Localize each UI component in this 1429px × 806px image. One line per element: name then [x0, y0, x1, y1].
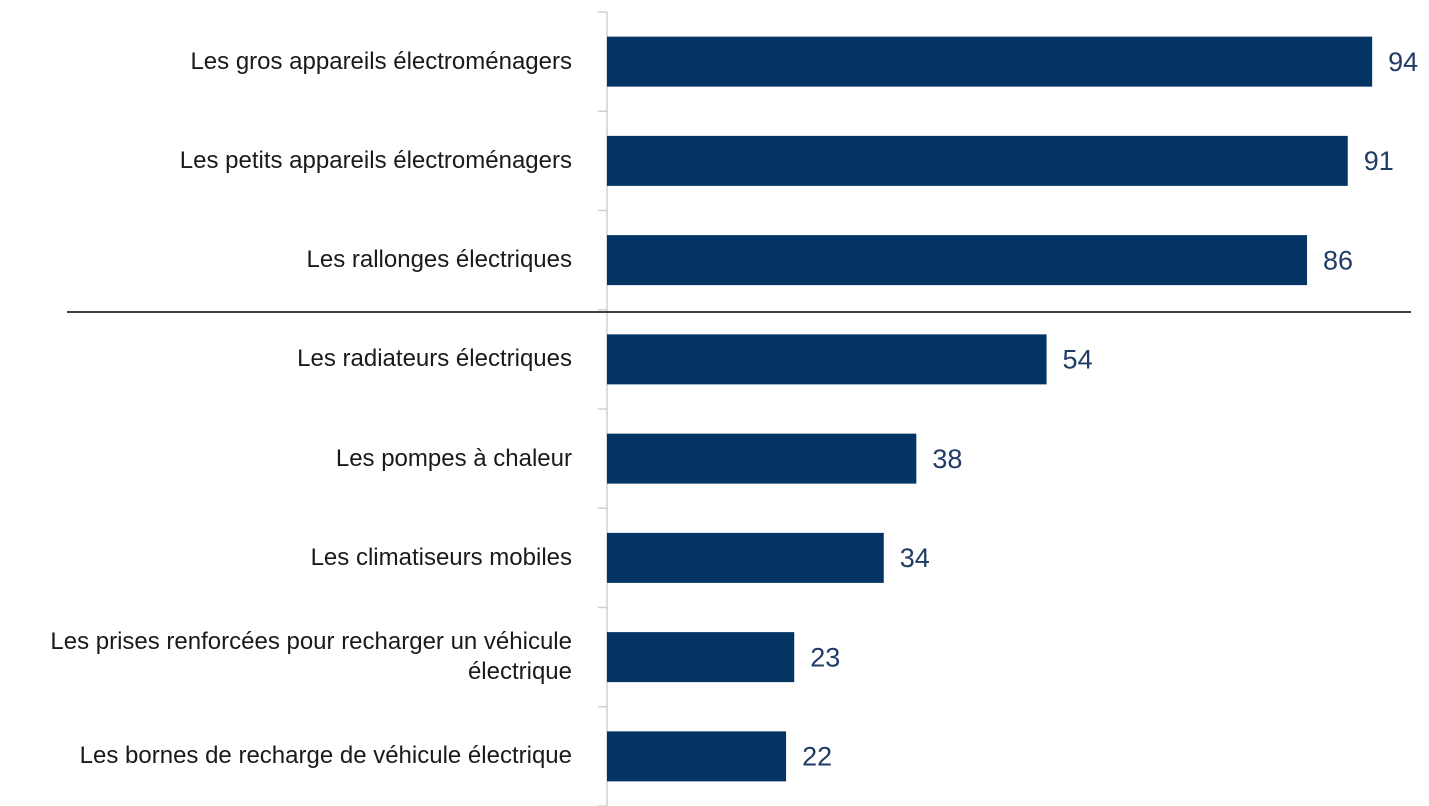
value-label: 34 [900, 543, 930, 573]
value-label: 86 [1323, 245, 1353, 275]
category-label: Les bornes de recharge de véhicule élect… [79, 742, 572, 770]
category-label: Les rallonges électriques [306, 246, 573, 274]
value-label: 54 [1063, 345, 1093, 375]
bar [607, 36, 1373, 87]
category-label: Les petits appareils électroménagers [179, 146, 572, 174]
category-label: Les climatiseurs mobiles [310, 543, 572, 571]
value-label: 94 [1388, 47, 1418, 77]
category-label: Les prises renforcées pour recharger un … [50, 628, 572, 686]
bar [607, 532, 884, 583]
bar [607, 731, 787, 782]
category-label: Les pompes à chaleur [335, 444, 572, 472]
value-label: 38 [932, 444, 962, 474]
bar [607, 135, 1348, 186]
bar [607, 632, 795, 683]
bar [607, 334, 1047, 385]
category-label: Les radiateurs électriques [297, 345, 572, 373]
bar [607, 433, 917, 484]
value-label: 91 [1364, 146, 1394, 176]
bar [607, 235, 1308, 286]
value-label: 22 [802, 742, 832, 772]
value-label: 23 [810, 642, 840, 672]
category-label: Les gros appareils électroménagers [190, 47, 572, 75]
